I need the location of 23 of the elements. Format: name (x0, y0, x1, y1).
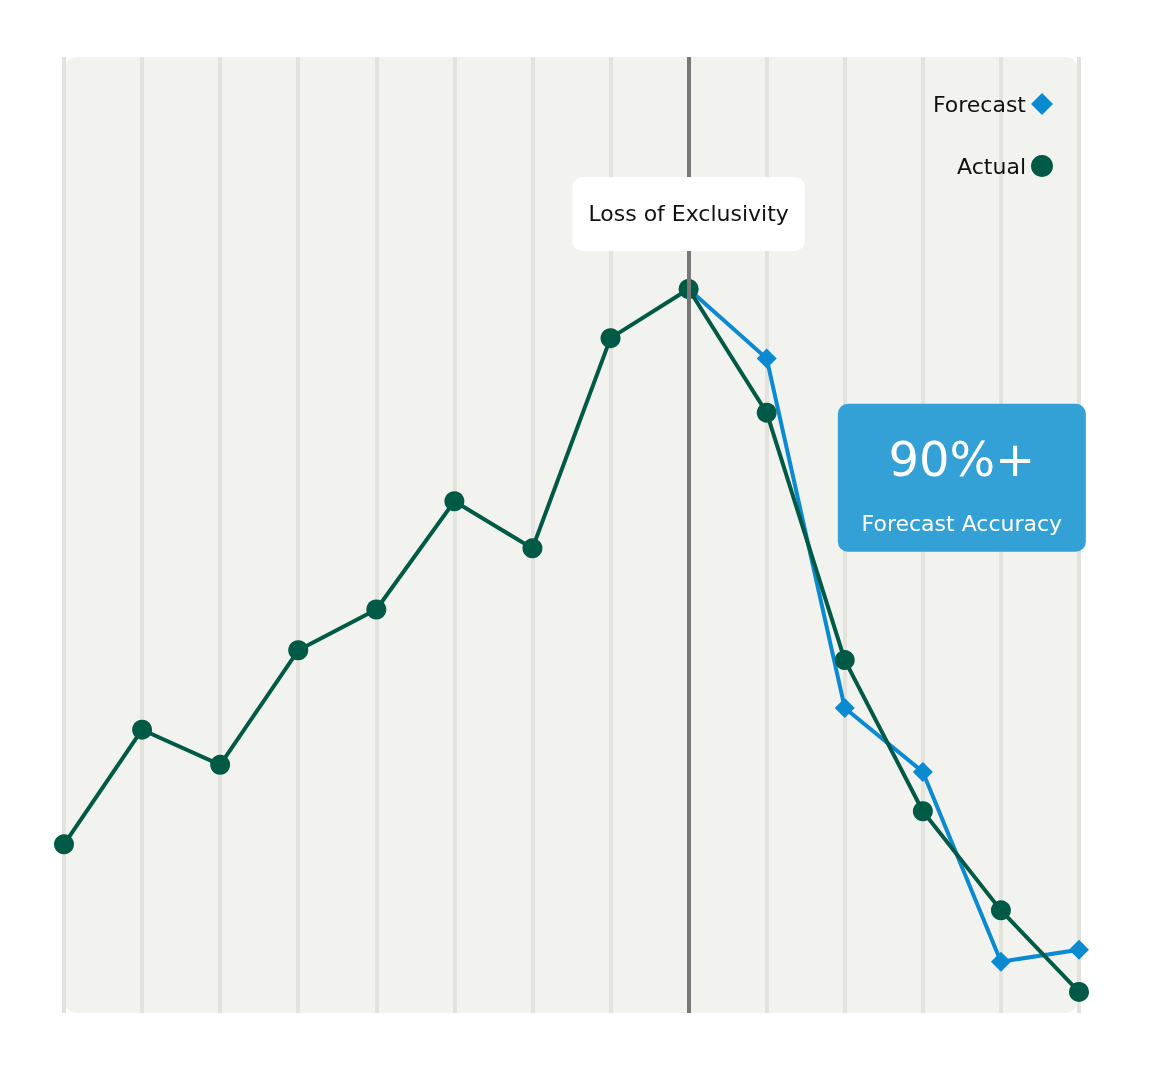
point (132, 719, 153, 740)
text: Loss of Exclusivity (588, 201, 789, 227)
point (756, 402, 777, 423)
point (600, 328, 621, 349)
point (834, 650, 855, 671)
point (1069, 939, 1089, 960)
point (834, 697, 855, 718)
point (366, 599, 387, 620)
point (444, 491, 465, 512)
point (756, 348, 777, 369)
point (522, 538, 543, 559)
point (288, 640, 309, 661)
point (1069, 981, 1089, 1002)
annotation: Forecast Accuracy (861, 511, 1063, 537)
point (912, 801, 933, 822)
point (990, 951, 1011, 972)
annotation: 90%+ (888, 430, 1036, 487)
point (54, 834, 74, 855)
legend-label: Forecast (932, 91, 1027, 117)
point (210, 754, 231, 775)
point (912, 761, 933, 782)
point (990, 900, 1011, 921)
legend-label: Actual (957, 153, 1026, 179)
